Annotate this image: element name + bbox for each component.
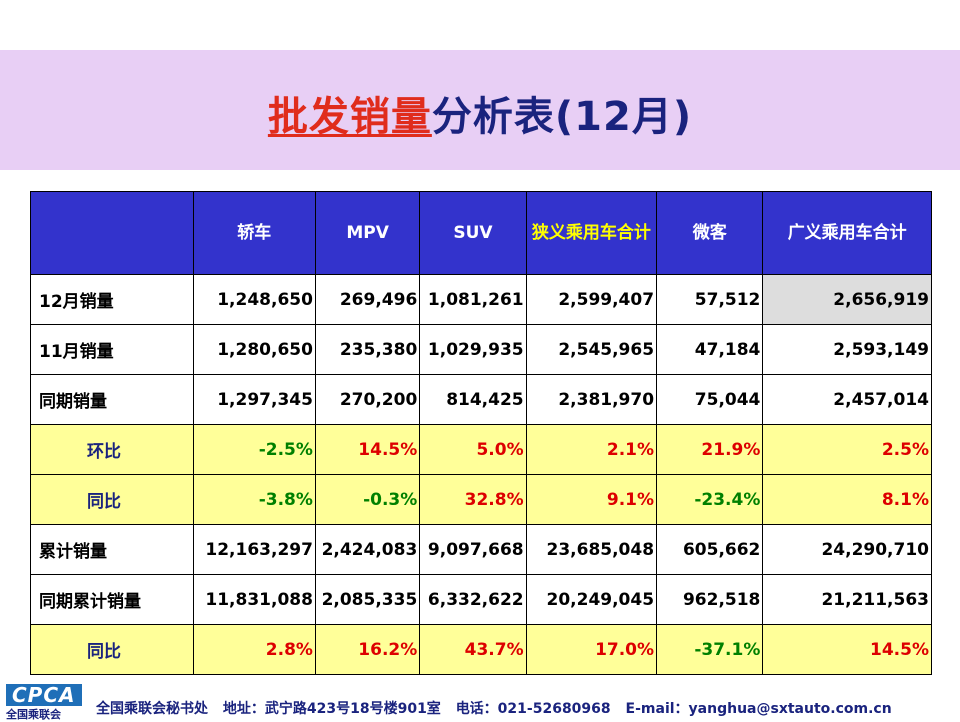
title-rest: 分析表(12月): [431, 94, 693, 140]
table-cell: 9,097,668: [419, 524, 527, 575]
table-cell: 14.5%: [314, 424, 421, 475]
row-label: 同期累计销量: [30, 574, 194, 625]
table-header-row: 轿车 MPV SUV 狭义乘用车合计 微客 广义乘用车合计: [30, 191, 932, 275]
logo-subtitle: 全国乘联会: [6, 708, 61, 721]
table-cell: 6,332,622: [419, 574, 527, 625]
title-highlight: 批发销量: [267, 94, 432, 140]
table-cell: 1,248,650: [192, 274, 316, 325]
footer: CPCA 全国乘联会 全国乘联会秘书处 地址：武宁路423号18号楼901室 电…: [0, 678, 960, 721]
table-cell: 2,457,014: [762, 374, 932, 425]
table-cell: 43.7%: [419, 624, 527, 675]
footer-address: 地址：武宁路423号18号楼901室: [222, 701, 441, 717]
table-cell: 1,081,261: [419, 274, 527, 325]
header-corner: [30, 191, 194, 275]
row-label: 累计销量: [30, 524, 194, 575]
row-label: 环比: [30, 424, 194, 475]
title-band: [0, 50, 960, 170]
header-cell: 狭义乘用车合计: [525, 191, 658, 275]
row-label: 11月销量: [30, 324, 194, 375]
table-cell: 75,044: [656, 374, 764, 425]
table-cell: 962,518: [656, 574, 764, 625]
table-cell: 24,290,710: [762, 524, 932, 575]
header-cell: MPV: [314, 191, 421, 275]
table-row: 环比 -2.5% 14.5% 5.0% 2.1% 21.9% 2.5%: [30, 424, 932, 475]
table-cell: 23,685,048: [525, 524, 658, 575]
table-cell: 2,381,970: [525, 374, 658, 425]
table-row: 累计销量 12,163,297 2,424,083 9,097,668 23,6…: [30, 524, 932, 575]
table-cell: 12,163,297: [192, 524, 316, 575]
table-cell: 1,280,650: [192, 324, 316, 375]
footer-org: 全国乘联会秘书处: [96, 701, 208, 717]
table-cell: 21,211,563: [762, 574, 932, 625]
table-row: 11月销量 1,280,650 235,380 1,029,935 2,545,…: [30, 324, 932, 375]
cpca-logo: CPCA 全国乘联会: [4, 684, 88, 721]
table-cell: 57,512: [656, 274, 764, 325]
table-cell: 47,184: [656, 324, 764, 375]
footer-contact: 全国乘联会秘书处 地址：武宁路423号18号楼901室 电话：021-52680…: [96, 698, 902, 718]
table-cell: 2,599,407: [525, 274, 658, 325]
sales-table: 轿车 MPV SUV 狭义乘用车合计 微客 广义乘用车合计 12月销量 1,24…: [30, 191, 932, 675]
table-row: 同比 -3.8% -0.3% 32.8% 9.1% -23.4% 8.1%: [30, 474, 932, 525]
table-cell: 270,200: [314, 374, 421, 425]
table-row: 同期销量 1,297,345 270,200 814,425 2,381,970…: [30, 374, 932, 425]
header-cell: 广义乘用车合计: [762, 191, 932, 275]
table-cell: 11,831,088: [192, 574, 316, 625]
table-cell: 9.1%: [525, 474, 658, 525]
header-cell: 轿车: [192, 191, 316, 275]
table-cell: 2.8%: [192, 624, 316, 675]
footer-email: E-mail：yanghua@sxtauto.com.cn: [625, 701, 892, 717]
table-cell: -23.4%: [656, 474, 764, 525]
table-cell: 2.1%: [525, 424, 658, 475]
table-cell: 2,656,919: [762, 274, 932, 325]
table-cell: -37.1%: [656, 624, 764, 675]
table-cell: 2.5%: [762, 424, 932, 475]
table-cell: -0.3%: [314, 474, 421, 525]
table-cell: 32.8%: [419, 474, 527, 525]
table-cell: 2,424,083: [314, 524, 421, 575]
table-cell: 605,662: [656, 524, 764, 575]
table-cell: 814,425: [419, 374, 527, 425]
row-label: 同比: [30, 474, 194, 525]
header-cell: SUV: [419, 191, 527, 275]
header-cell: 微客: [656, 191, 764, 275]
table-cell: 2,085,335: [314, 574, 421, 625]
table-cell: 16.2%: [314, 624, 421, 675]
table-cell: 269,496: [314, 274, 421, 325]
table-cell: 14.5%: [762, 624, 932, 675]
table-cell: 1,297,345: [192, 374, 316, 425]
table-cell: 8.1%: [762, 474, 932, 525]
table-cell: 2,593,149: [762, 324, 932, 375]
table-cell: -2.5%: [192, 424, 316, 475]
table-cell: 21.9%: [656, 424, 764, 475]
logo-mark: CPCA: [6, 684, 82, 706]
row-label: 同期销量: [30, 374, 194, 425]
table-cell: 20,249,045: [525, 574, 658, 625]
row-label: 12月销量: [30, 274, 194, 325]
table-row: 同期累计销量 11,831,088 2,085,335 6,332,622 20…: [30, 574, 932, 625]
table-cell: 17.0%: [525, 624, 658, 675]
table-cell: -3.8%: [192, 474, 316, 525]
table-row: 同比 2.8% 16.2% 43.7% 17.0% -37.1% 14.5%: [30, 624, 932, 675]
footer-phone: 电话：021-52680968: [455, 701, 611, 717]
table-cell: 1,029,935: [419, 324, 527, 375]
page-title: 批发销量分析表(12月): [0, 84, 960, 142]
table-row: 12月销量 1,248,650 269,496 1,081,261 2,599,…: [30, 274, 932, 325]
table-cell: 5.0%: [419, 424, 527, 475]
row-label: 同比: [30, 624, 194, 675]
table-cell: 2,545,965: [525, 324, 658, 375]
table-cell: 235,380: [314, 324, 421, 375]
